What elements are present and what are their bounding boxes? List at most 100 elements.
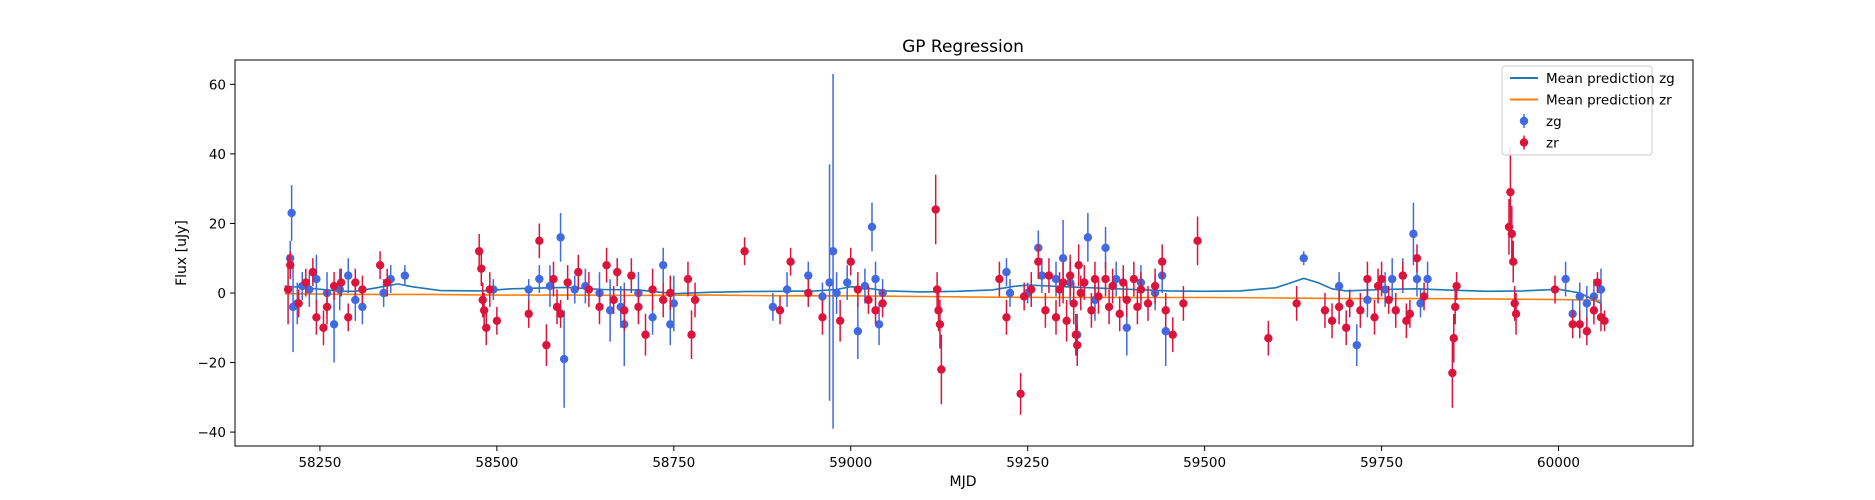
data-point-3-110 (1377, 274, 1386, 284)
data-point-3-135 (1600, 316, 1609, 326)
data-point-3-128 (1550, 285, 1560, 294)
data-point-3-82 (1094, 292, 1103, 301)
x-tick-label-1: 58500 (475, 455, 518, 471)
data-point-3-87 (1119, 278, 1128, 287)
data-point-2-76 (1561, 274, 1570, 284)
x-axis-label: MJD (950, 474, 977, 490)
data-point-2-70 (1387, 274, 1397, 284)
y-tick-label-0: −40 (198, 425, 227, 441)
data-point-3-18 (479, 306, 489, 315)
data-point-2-53 (1058, 254, 1068, 263)
legend-swatch-2 (1519, 116, 1529, 126)
data-point-2-60 (1122, 323, 1131, 332)
data-point-2-73 (1412, 274, 1422, 284)
data-point-3-84 (1104, 302, 1114, 312)
data-point-2-20 (556, 233, 565, 242)
data-point-2-10 (344, 271, 353, 280)
data-point-3-10 (344, 313, 353, 322)
data-point-2-66 (1334, 281, 1344, 291)
x-tick-label-5: 59500 (1183, 455, 1226, 471)
data-point-3-126 (1510, 299, 1519, 308)
legend-label-0: Mean prediction zg (1546, 71, 1675, 87)
data-point-3-54 (871, 306, 880, 315)
legend-frame (1501, 65, 1653, 156)
data-point-3-118 (1448, 368, 1457, 378)
axes-frame (234, 59, 1694, 447)
legend: Mean prediction zg Mean prediction zr zg zr (1501, 65, 1675, 156)
data-point-3-46 (775, 306, 785, 315)
data-point-2-41 (853, 327, 863, 336)
data-point-3-51 (846, 257, 855, 266)
data-point-2-75 (1423, 274, 1432, 284)
data-point-2-22 (570, 285, 579, 294)
data-point-2-64 (1161, 327, 1170, 336)
data-point-3-28 (563, 278, 572, 287)
data-point-2-33 (768, 302, 778, 312)
data-point-3-114 (1402, 316, 1411, 326)
data-point-3-125 (1509, 257, 1518, 266)
data-point-3-108 (1370, 313, 1379, 322)
data-point-3-7 (322, 302, 332, 312)
y-axis-label: Flux [uJy] (174, 220, 190, 286)
data-point-2-17 (524, 285, 533, 294)
data-point-3-92 (1143, 299, 1153, 308)
data-point-3-89 (1129, 274, 1139, 284)
y-tick-label-1: −20 (198, 356, 227, 372)
data-point-3-86 (1115, 309, 1124, 319)
data-point-3-11 (351, 278, 360, 287)
data-point-3-2 (294, 299, 303, 308)
data-point-3-32 (602, 260, 611, 270)
data-point-3-9 (336, 278, 346, 287)
data-point-3-76 (1073, 340, 1082, 350)
data-point-3-99 (1264, 333, 1273, 343)
data-point-2-80 (1589, 292, 1599, 301)
legend-label-2: zg (1546, 114, 1562, 130)
data-point-3-49 (818, 313, 827, 322)
data-point-3-120 (1450, 302, 1460, 312)
data-point-3-81 (1090, 274, 1100, 284)
data-point-3-115 (1405, 309, 1415, 319)
data-point-2-32 (669, 299, 679, 308)
data-point-2-65 (1299, 254, 1308, 263)
data-point-3-23 (535, 236, 544, 246)
data-point-3-75 (1071, 330, 1081, 339)
data-point-3-13 (375, 260, 385, 270)
data-point-2-48 (1005, 288, 1015, 298)
data-point-2-43 (867, 222, 877, 232)
data-point-3-19 (482, 323, 491, 332)
data-point-3-121 (1452, 281, 1461, 291)
data-point-3-62 (1002, 313, 1011, 322)
data-point-2-58 (1101, 243, 1110, 252)
data-point-2-59 (1111, 274, 1121, 284)
data-point-2-45 (874, 320, 884, 329)
data-point-2-39 (832, 288, 841, 298)
x-tick-label-3: 59000 (829, 455, 872, 471)
data-point-2-56 (1083, 233, 1093, 242)
data-point-3-73 (1065, 271, 1075, 280)
legend-label-1: Mean prediction zr (1546, 93, 1672, 109)
data-point-3-60 (937, 365, 946, 374)
data-point-2-78 (1575, 292, 1584, 301)
data-point-2-30 (658, 260, 668, 270)
data-point-3-14 (382, 278, 392, 287)
data-point-3-67 (1041, 306, 1050, 315)
data-point-3-93 (1150, 281, 1160, 291)
data-point-2-38 (828, 247, 838, 256)
data-point-3-74 (1069, 299, 1078, 308)
data-point-3-55 (878, 299, 887, 308)
data-point-3-113 (1398, 271, 1408, 280)
data-point-2-52 (1051, 274, 1061, 284)
data-point-2-40 (843, 278, 852, 287)
data-point-2-79 (1582, 299, 1592, 308)
data-point-3-88 (1122, 295, 1131, 305)
data-point-3-26 (552, 302, 562, 312)
data-point-3-57 (932, 285, 942, 294)
data-point-3-124 (1507, 229, 1517, 239)
data-point-3-30 (584, 285, 594, 294)
data-point-2-21 (559, 354, 569, 364)
data-point-3-106 (1356, 306, 1365, 315)
data-point-3-36 (627, 271, 636, 280)
data-point-3-127 (1511, 309, 1521, 319)
data-point-3-72 (1062, 316, 1071, 326)
